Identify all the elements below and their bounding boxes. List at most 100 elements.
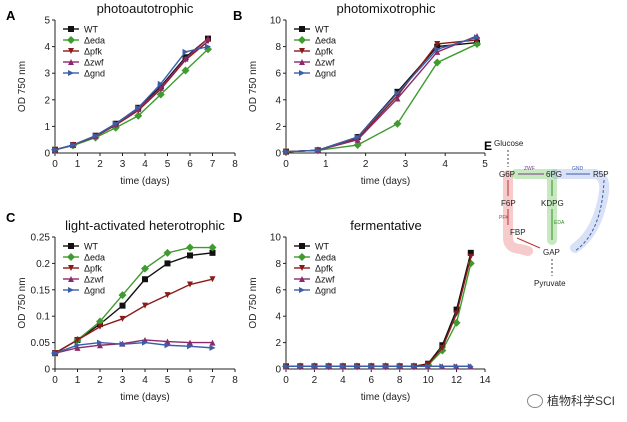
data-point bbox=[52, 350, 58, 357]
legend-label: Δpfk bbox=[84, 264, 103, 274]
data-point bbox=[467, 249, 474, 256]
legend-marker bbox=[68, 26, 74, 32]
node-r5p: R5P bbox=[593, 170, 609, 179]
legend-label: Δzwf bbox=[84, 275, 104, 285]
series-1 bbox=[282, 39, 482, 156]
data-point bbox=[467, 253, 474, 260]
data-point bbox=[119, 315, 126, 322]
node-kdpg: KDPG bbox=[541, 199, 564, 208]
data-point bbox=[209, 249, 216, 256]
legend-marker bbox=[299, 287, 305, 293]
y-tick-label: 0.15 bbox=[31, 285, 51, 296]
data-point bbox=[74, 344, 81, 351]
data-point bbox=[74, 336, 81, 343]
x-tick-label: 10 bbox=[423, 375, 435, 386]
legend-marker bbox=[68, 287, 74, 293]
legend-label: WT bbox=[84, 25, 98, 35]
series-line bbox=[54, 278, 213, 354]
y-tick-label: 6 bbox=[275, 69, 281, 80]
legend-marker bbox=[299, 265, 305, 271]
data-point bbox=[439, 344, 446, 351]
x-tick-label: 5 bbox=[482, 159, 488, 170]
data-point bbox=[134, 111, 143, 120]
legend-label: WT bbox=[315, 242, 329, 252]
x-tick-label: 4 bbox=[142, 375, 148, 386]
x-tick-label: 2 bbox=[363, 159, 369, 170]
data-point bbox=[354, 136, 361, 143]
chart-title: light-activated heterotrophic bbox=[65, 218, 225, 233]
x-tick-label: 1 bbox=[75, 375, 81, 386]
data-point bbox=[97, 339, 103, 346]
legend-label: Δpfk bbox=[84, 47, 103, 57]
x-tick-label: 0 bbox=[52, 375, 58, 386]
data-point bbox=[297, 363, 304, 370]
x-tick-label: 4 bbox=[442, 159, 448, 170]
chart-title: photoautotrophic bbox=[97, 1, 194, 16]
data-point bbox=[283, 148, 289, 155]
panel-label-d: D bbox=[233, 210, 242, 225]
data-point bbox=[311, 363, 318, 370]
legend-marker bbox=[299, 59, 305, 65]
y-tick-label: 5 bbox=[44, 16, 50, 27]
x-tick-label: 1 bbox=[323, 159, 329, 170]
y-tick-label: 0 bbox=[44, 149, 50, 160]
data-point bbox=[453, 306, 460, 313]
series-line bbox=[54, 48, 209, 151]
y-tick-label: 0 bbox=[44, 365, 50, 376]
series-line bbox=[285, 36, 478, 153]
panel-b: photomixotrophic 0 1 2 3 4 5 0 2 4 6 8 10 time (days)… bbox=[248, 1, 488, 187]
data-point bbox=[187, 252, 193, 259]
x-tick-label: 0 bbox=[283, 159, 289, 170]
series-2 bbox=[283, 36, 481, 155]
watermark: 植物科学SCI bbox=[526, 392, 615, 409]
data-point bbox=[118, 291, 127, 300]
x-tick-label: 7 bbox=[210, 159, 216, 170]
x-tick-label: 8 bbox=[232, 375, 238, 386]
node-fbp: FBP bbox=[510, 228, 526, 237]
data-point bbox=[52, 146, 58, 153]
legend-label: WT bbox=[315, 25, 329, 35]
data-point bbox=[164, 260, 171, 267]
data-point bbox=[473, 39, 482, 48]
data-point bbox=[439, 363, 446, 370]
legend-marker bbox=[299, 243, 305, 249]
legend-label: Δeda bbox=[84, 253, 105, 263]
data-point bbox=[112, 120, 119, 127]
legend-label: Δeda bbox=[315, 36, 336, 46]
series-4 bbox=[52, 43, 211, 153]
x-tick-label: 6 bbox=[187, 159, 193, 170]
data-point bbox=[97, 342, 103, 349]
data-point bbox=[339, 363, 346, 370]
data-point bbox=[425, 363, 432, 370]
x-tick-label: 8 bbox=[397, 375, 403, 386]
legend-marker bbox=[68, 265, 74, 271]
enzyme-pfk: PFK bbox=[499, 215, 509, 221]
series-1 bbox=[51, 243, 217, 358]
data-point bbox=[393, 119, 402, 128]
series-4 bbox=[283, 363, 474, 370]
x-axis-label: time (days) bbox=[120, 176, 169, 187]
series-4 bbox=[52, 339, 216, 357]
panel-c: light-activated heterotrophic 0 1 2 3 4 5 6 7 8 0 0… bbox=[17, 218, 238, 403]
y-tick-label: 1 bbox=[44, 122, 50, 133]
data-point bbox=[209, 276, 216, 283]
y-axis-label: OD 750 nm bbox=[248, 61, 259, 112]
x-axis-label: time (days) bbox=[361, 392, 410, 403]
data-point bbox=[157, 80, 164, 87]
legend-marker bbox=[68, 59, 74, 65]
data-point bbox=[452, 318, 461, 327]
x-tick-label: 3 bbox=[120, 375, 126, 386]
legend-label: Δzwf bbox=[315, 275, 335, 285]
data-point bbox=[142, 339, 148, 346]
x-tick-label: 5 bbox=[165, 375, 171, 386]
enzyme-zwf: ZWF bbox=[524, 166, 535, 172]
y-tick-label: 2 bbox=[275, 338, 281, 349]
data-point bbox=[434, 48, 441, 55]
data-point bbox=[92, 132, 99, 139]
y-tick-label: 0.05 bbox=[31, 338, 51, 349]
wechat-icon bbox=[526, 393, 543, 408]
data-point bbox=[434, 46, 441, 53]
